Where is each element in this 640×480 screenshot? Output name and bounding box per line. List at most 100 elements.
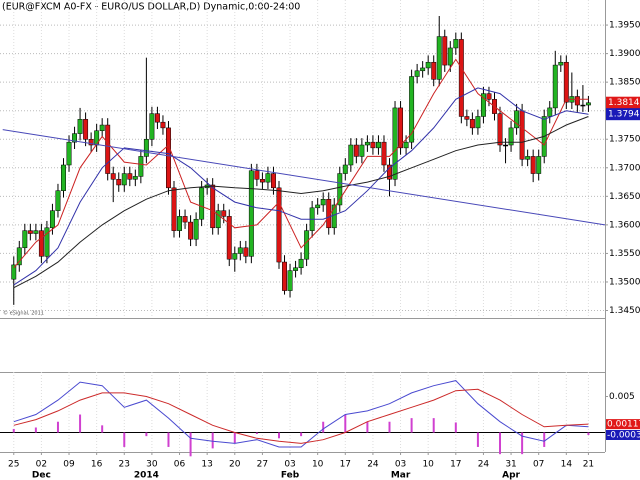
candle-body xyxy=(116,179,122,186)
candle-body xyxy=(182,216,188,223)
value-box-label: -0.00034 xyxy=(607,430,640,440)
candle-body xyxy=(188,221,194,240)
price-box xyxy=(606,96,640,109)
x-tick-label: 13 xyxy=(201,460,212,470)
candle-body xyxy=(353,144,359,157)
indicator-line xyxy=(13,388,589,444)
candle-body xyxy=(265,173,271,183)
price-box xyxy=(606,108,640,121)
candle-body xyxy=(398,107,404,149)
candle-body xyxy=(243,247,249,257)
candle-body xyxy=(381,141,387,166)
x-tick-label: 23 xyxy=(119,460,130,470)
candle-body xyxy=(475,116,481,129)
candle-body xyxy=(536,156,542,174)
month-label: Apr xyxy=(502,471,520,480)
candle-body xyxy=(525,156,531,160)
candle-body xyxy=(447,47,453,66)
x-tick-label: 10 xyxy=(312,460,324,470)
candle-body xyxy=(105,124,111,174)
candle-body xyxy=(99,124,105,131)
candle-body xyxy=(331,204,337,229)
candle-body xyxy=(149,113,155,140)
candle-body xyxy=(33,230,39,234)
candle-body xyxy=(271,173,276,189)
candle-body xyxy=(66,141,72,166)
x-tick-label: 03 xyxy=(284,460,295,470)
candle-body xyxy=(293,267,299,271)
candle-body xyxy=(552,64,558,109)
candle-body xyxy=(403,141,409,149)
candle-body xyxy=(160,121,166,129)
candle-body xyxy=(61,164,66,191)
candle-body xyxy=(16,247,22,266)
y-tick-label: 1.355010 xyxy=(609,249,640,259)
candle-body xyxy=(563,61,569,103)
x-tick-label: 20 xyxy=(229,460,241,470)
candle-body xyxy=(519,110,525,160)
candle-body xyxy=(574,96,580,106)
candle-body xyxy=(497,113,503,146)
x-tick-label: 27 xyxy=(257,460,268,470)
candle-body xyxy=(282,261,287,291)
candle-body xyxy=(177,216,182,231)
candle-body xyxy=(337,173,343,206)
candle-body xyxy=(221,210,227,217)
candle-body xyxy=(22,230,28,249)
candle-body xyxy=(298,258,304,269)
value-box xyxy=(606,429,640,440)
x-tick-label: 30 xyxy=(146,460,158,470)
candle-body xyxy=(138,156,144,177)
candle-body xyxy=(469,119,475,129)
candle-body xyxy=(287,270,293,291)
candle-body xyxy=(375,141,381,149)
x-tick-label: 06 xyxy=(174,460,186,470)
candle-body xyxy=(276,187,282,263)
candle-body xyxy=(210,184,216,229)
candle-body xyxy=(143,139,149,157)
month-label: Dec xyxy=(32,471,51,480)
x-tick-label: 24 xyxy=(478,460,490,470)
candle-body xyxy=(480,93,486,117)
candle-body xyxy=(453,39,459,49)
x-tick-label: 09 xyxy=(63,460,75,470)
candle-body xyxy=(83,119,89,140)
y-tick-label: 1.390010 xyxy=(609,49,640,59)
candle-body xyxy=(320,198,326,206)
candle-body xyxy=(387,164,392,180)
candle-body xyxy=(11,264,17,280)
candle-body xyxy=(55,190,61,211)
chart-title: (EUR@FXCM A0-FX - EURO/US DOLLAR,D) Dyna… xyxy=(2,2,300,13)
y-tick-label: 1.360010 xyxy=(609,220,640,230)
x-tick-label: 10 xyxy=(422,460,434,470)
candle-body xyxy=(486,93,492,100)
x-tick-label: 17 xyxy=(450,460,461,470)
y-tick-label: 1.370010 xyxy=(609,163,640,173)
candle-body xyxy=(132,176,138,180)
candle-body xyxy=(431,61,437,80)
candle-body xyxy=(38,230,44,257)
candle-body xyxy=(193,218,199,240)
candle-body xyxy=(166,127,171,189)
candle-body xyxy=(237,247,243,254)
candle-body xyxy=(558,61,564,66)
candle-body xyxy=(304,230,310,260)
candle-body xyxy=(171,187,177,231)
overlay-line xyxy=(13,58,589,269)
candle-body xyxy=(110,173,116,180)
candle-body xyxy=(342,164,348,174)
candle-body xyxy=(72,133,78,143)
x-tick-label: 31 xyxy=(505,460,516,470)
candle-body xyxy=(348,144,354,166)
value-box-label: 0.00117 xyxy=(607,420,640,430)
candle-body xyxy=(585,102,591,106)
candle-body xyxy=(199,187,205,220)
candle-body xyxy=(547,107,553,117)
y-tick-label: 1.350010 xyxy=(609,277,640,287)
candle-body xyxy=(121,173,127,186)
candle-body xyxy=(425,61,431,69)
x-tick-label: 07 xyxy=(533,460,544,470)
